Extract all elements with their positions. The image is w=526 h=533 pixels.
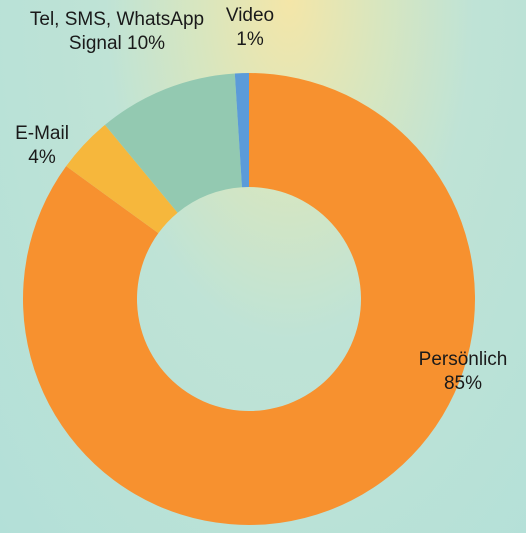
slice	[104, 73, 242, 213]
slice	[22, 73, 475, 525]
value-label: 85%	[443, 373, 483, 394]
value-label: 10%	[127, 33, 166, 54]
slice-label: Video 1%	[214, 4, 286, 52]
category-label: Tel, SMS, WhatsApp Signal	[29, 9, 205, 54]
slice	[66, 124, 178, 234]
category-label: Persönlich	[418, 349, 508, 370]
slice-label: Tel, SMS, WhatsApp Signal 10%	[12, 8, 222, 56]
category-label: E-Mail	[15, 123, 69, 144]
slice-label: Persönlich 85%	[400, 348, 526, 396]
slice-label: E-Mail 4%	[0, 122, 84, 170]
slice	[234, 73, 249, 188]
value-label: 1%	[236, 29, 264, 50]
category-label: Video	[225, 5, 275, 26]
value-label: 4%	[28, 147, 56, 168]
